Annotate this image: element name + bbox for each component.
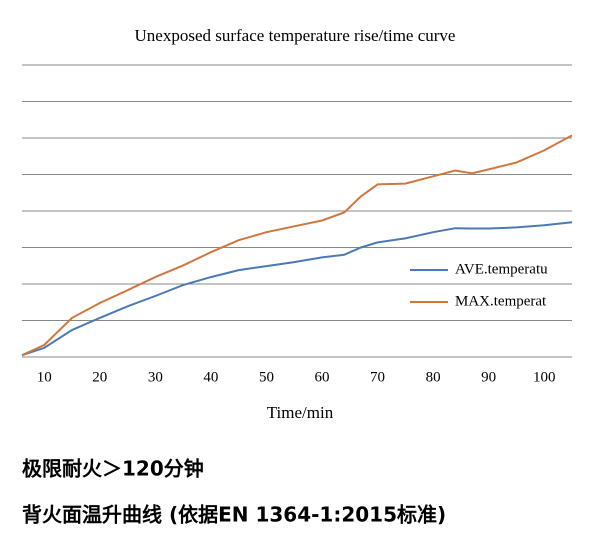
x-tick-label: 90 — [481, 369, 496, 385]
x-tick-label: 30 — [148, 369, 163, 385]
line — [21, 221, 573, 357]
caption: 背火面温升曲线 (依据EN 1364-1:2015标准) — [22, 503, 446, 527]
line — [21, 134, 573, 357]
x-tick-label: 20 — [92, 369, 107, 385]
x-tick-label: 50 — [259, 369, 274, 385]
x-tick-label: 80 — [426, 369, 441, 385]
x-axis-label: Time/min — [267, 403, 334, 422]
legend-label: AVE.temperatu — [455, 261, 548, 277]
x-tick-label: 70 — [370, 369, 385, 385]
x-tick-label: 60 — [315, 369, 330, 385]
caption: 极限耐火＞120分钟 — [22, 457, 204, 481]
x-tick-label: 10 — [37, 369, 52, 385]
x-tick-label: 40 — [203, 369, 218, 385]
chart-title: Unexposed surface temperature rise/time … — [135, 26, 456, 45]
legend-label: MAX.temperat — [455, 293, 547, 309]
x-tick-label: 100 — [533, 369, 556, 385]
